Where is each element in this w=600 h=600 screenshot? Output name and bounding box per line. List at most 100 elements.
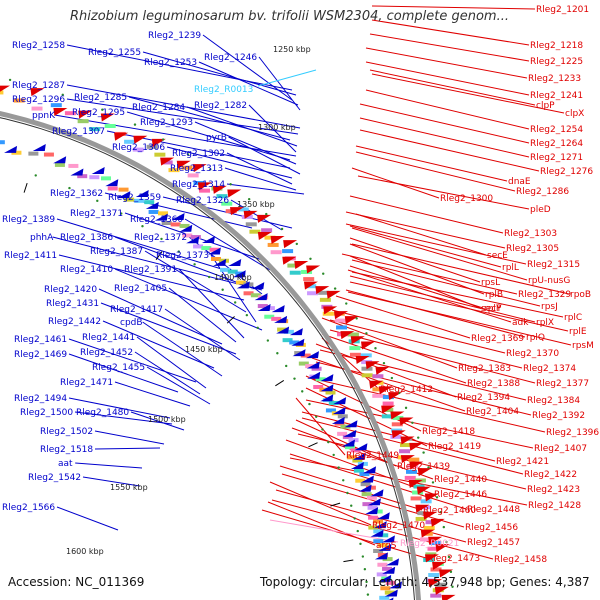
- feature-block: [360, 482, 371, 487]
- feature-block: [353, 468, 364, 473]
- reverse-gene-label: Rleg2_1305: [506, 244, 559, 254]
- reverse-gene-arrow: [390, 411, 405, 420]
- feature-block: [257, 304, 268, 309]
- gc-marker: [34, 174, 37, 177]
- reverse-gene-arrow: [176, 160, 191, 169]
- reverse-gene-arrow: [323, 306, 338, 315]
- feature-block: [161, 160, 173, 165]
- feature-block: [361, 373, 373, 378]
- forward-callout-line: [184, 218, 271, 271]
- forward-gene-label: cpdB: [120, 318, 143, 328]
- gc-marker: [398, 391, 401, 395]
- gc-marker: [133, 123, 137, 126]
- forward-gene-label: Rleg2_1410: [60, 265, 113, 275]
- gc-marker: [411, 421, 414, 424]
- reverse-callout-line: [355, 151, 516, 192]
- gc-marker: [442, 525, 446, 529]
- forward-gene-label: Rleg2_1255: [88, 48, 141, 58]
- gc-marker: [301, 390, 304, 393]
- forward-gene-arrow: [365, 507, 379, 515]
- forward-gene-arrow: [4, 145, 18, 153]
- forward-callout-line: [224, 167, 297, 191]
- reverse-gene-label: rplE: [569, 327, 587, 337]
- reverse-gene-label: Rleg2_1315: [527, 260, 580, 270]
- reverse-gene-arrow: [415, 504, 430, 513]
- feature-block: [311, 366, 322, 371]
- ruler-tick: [226, 316, 235, 324]
- forward-gene-arrow: [232, 270, 246, 278]
- gc-marker: [209, 168, 212, 171]
- reverse-callout-line: [349, 225, 502, 268]
- feature-block: [303, 277, 315, 282]
- reverse-gene-label: Rleg2_1460: [423, 506, 476, 516]
- gc-marker: [321, 428, 324, 431]
- forward-gene-arrow: [373, 521, 387, 529]
- reverse-gene-label: clpP: [536, 101, 555, 111]
- feature-block: [368, 525, 379, 530]
- reverse-gene-arrow: [434, 586, 449, 595]
- reverse-gene-arrow: [303, 281, 318, 290]
- reverse-gene-arrow: [340, 331, 355, 340]
- gc-marker: [449, 570, 453, 574]
- feature-block: [307, 291, 319, 296]
- forward-callout-line: [230, 199, 283, 231]
- feature-block: [315, 377, 326, 382]
- reverse-gene-arrow: [361, 341, 376, 350]
- feature-block: [28, 151, 39, 156]
- feature-block: [368, 515, 379, 520]
- feature-block: [372, 509, 383, 514]
- reverse-gene-label: Rleg2_1418: [422, 427, 475, 437]
- gc-marker: [346, 491, 349, 495]
- forward-gene-arrow: [320, 384, 334, 392]
- forward-gene-label: Rleg2_1469: [14, 350, 67, 360]
- feature-block: [124, 197, 135, 202]
- feature-block: [170, 222, 181, 227]
- reverse-callout-line: [351, 271, 564, 318]
- feature-block: [318, 290, 330, 295]
- gc-marker: [207, 275, 211, 279]
- gc-marker: [280, 227, 284, 231]
- feature-block: [367, 505, 378, 510]
- reverse-gene-label: Rleg2_1396: [546, 428, 599, 438]
- forward-gene-arrow: [350, 462, 364, 470]
- gc-marker: [295, 242, 298, 246]
- reverse-gene-label: rplC: [564, 313, 582, 323]
- gc-marker: [374, 347, 377, 350]
- feature-block: [305, 364, 316, 369]
- forward-gene-label: phhA: [30, 233, 54, 243]
- forward-callout-line: [56, 218, 239, 275]
- feature-block: [373, 548, 384, 553]
- gc-marker: [177, 250, 180, 253]
- ruler-tick-label: 1600 kbp: [66, 547, 104, 556]
- forward-gene-arrow: [384, 589, 398, 597]
- reverse-gene-label: Rleg2_1300: [440, 194, 493, 204]
- feature-block: [423, 526, 435, 530]
- feature-block: [352, 458, 363, 463]
- forward-gene-arrow: [53, 156, 67, 164]
- forward-gene-label: Rleg2_1253: [144, 58, 197, 68]
- feature-block: [408, 457, 420, 462]
- reverse-gene-arrow: [435, 544, 450, 553]
- reverse-callout-line: [349, 275, 536, 323]
- reverse-callout-line: [359, 129, 540, 172]
- gc-marker: [161, 138, 165, 141]
- forward-gene-label: Rleg2_1295: [72, 108, 125, 118]
- forward-gene-arrow: [382, 566, 396, 574]
- forward-gene-label: Rleg2_1293: [140, 118, 193, 128]
- forward-gene-label: Rleg2_1411: [4, 251, 57, 261]
- forward-gene-label: Rleg2_1282: [194, 101, 247, 111]
- reverse-gene-label: Rleg2_1218: [530, 41, 583, 51]
- reverse-callout-line: [349, 265, 484, 309]
- gc-marker: [120, 212, 123, 215]
- reverse-callout-line: [321, 333, 467, 384]
- feature-block: [355, 478, 366, 483]
- feature-block: [322, 311, 334, 316]
- reverse-callout-line: [359, 117, 530, 158]
- reverse-callout-line: [365, 47, 528, 79]
- forward-callout-line: [114, 268, 263, 331]
- reverse-callout-line: [357, 175, 530, 210]
- feature-block: [190, 235, 201, 240]
- reverse-gene-arrow: [306, 265, 321, 274]
- gc-marker: [141, 225, 144, 228]
- feature-block: [289, 270, 301, 275]
